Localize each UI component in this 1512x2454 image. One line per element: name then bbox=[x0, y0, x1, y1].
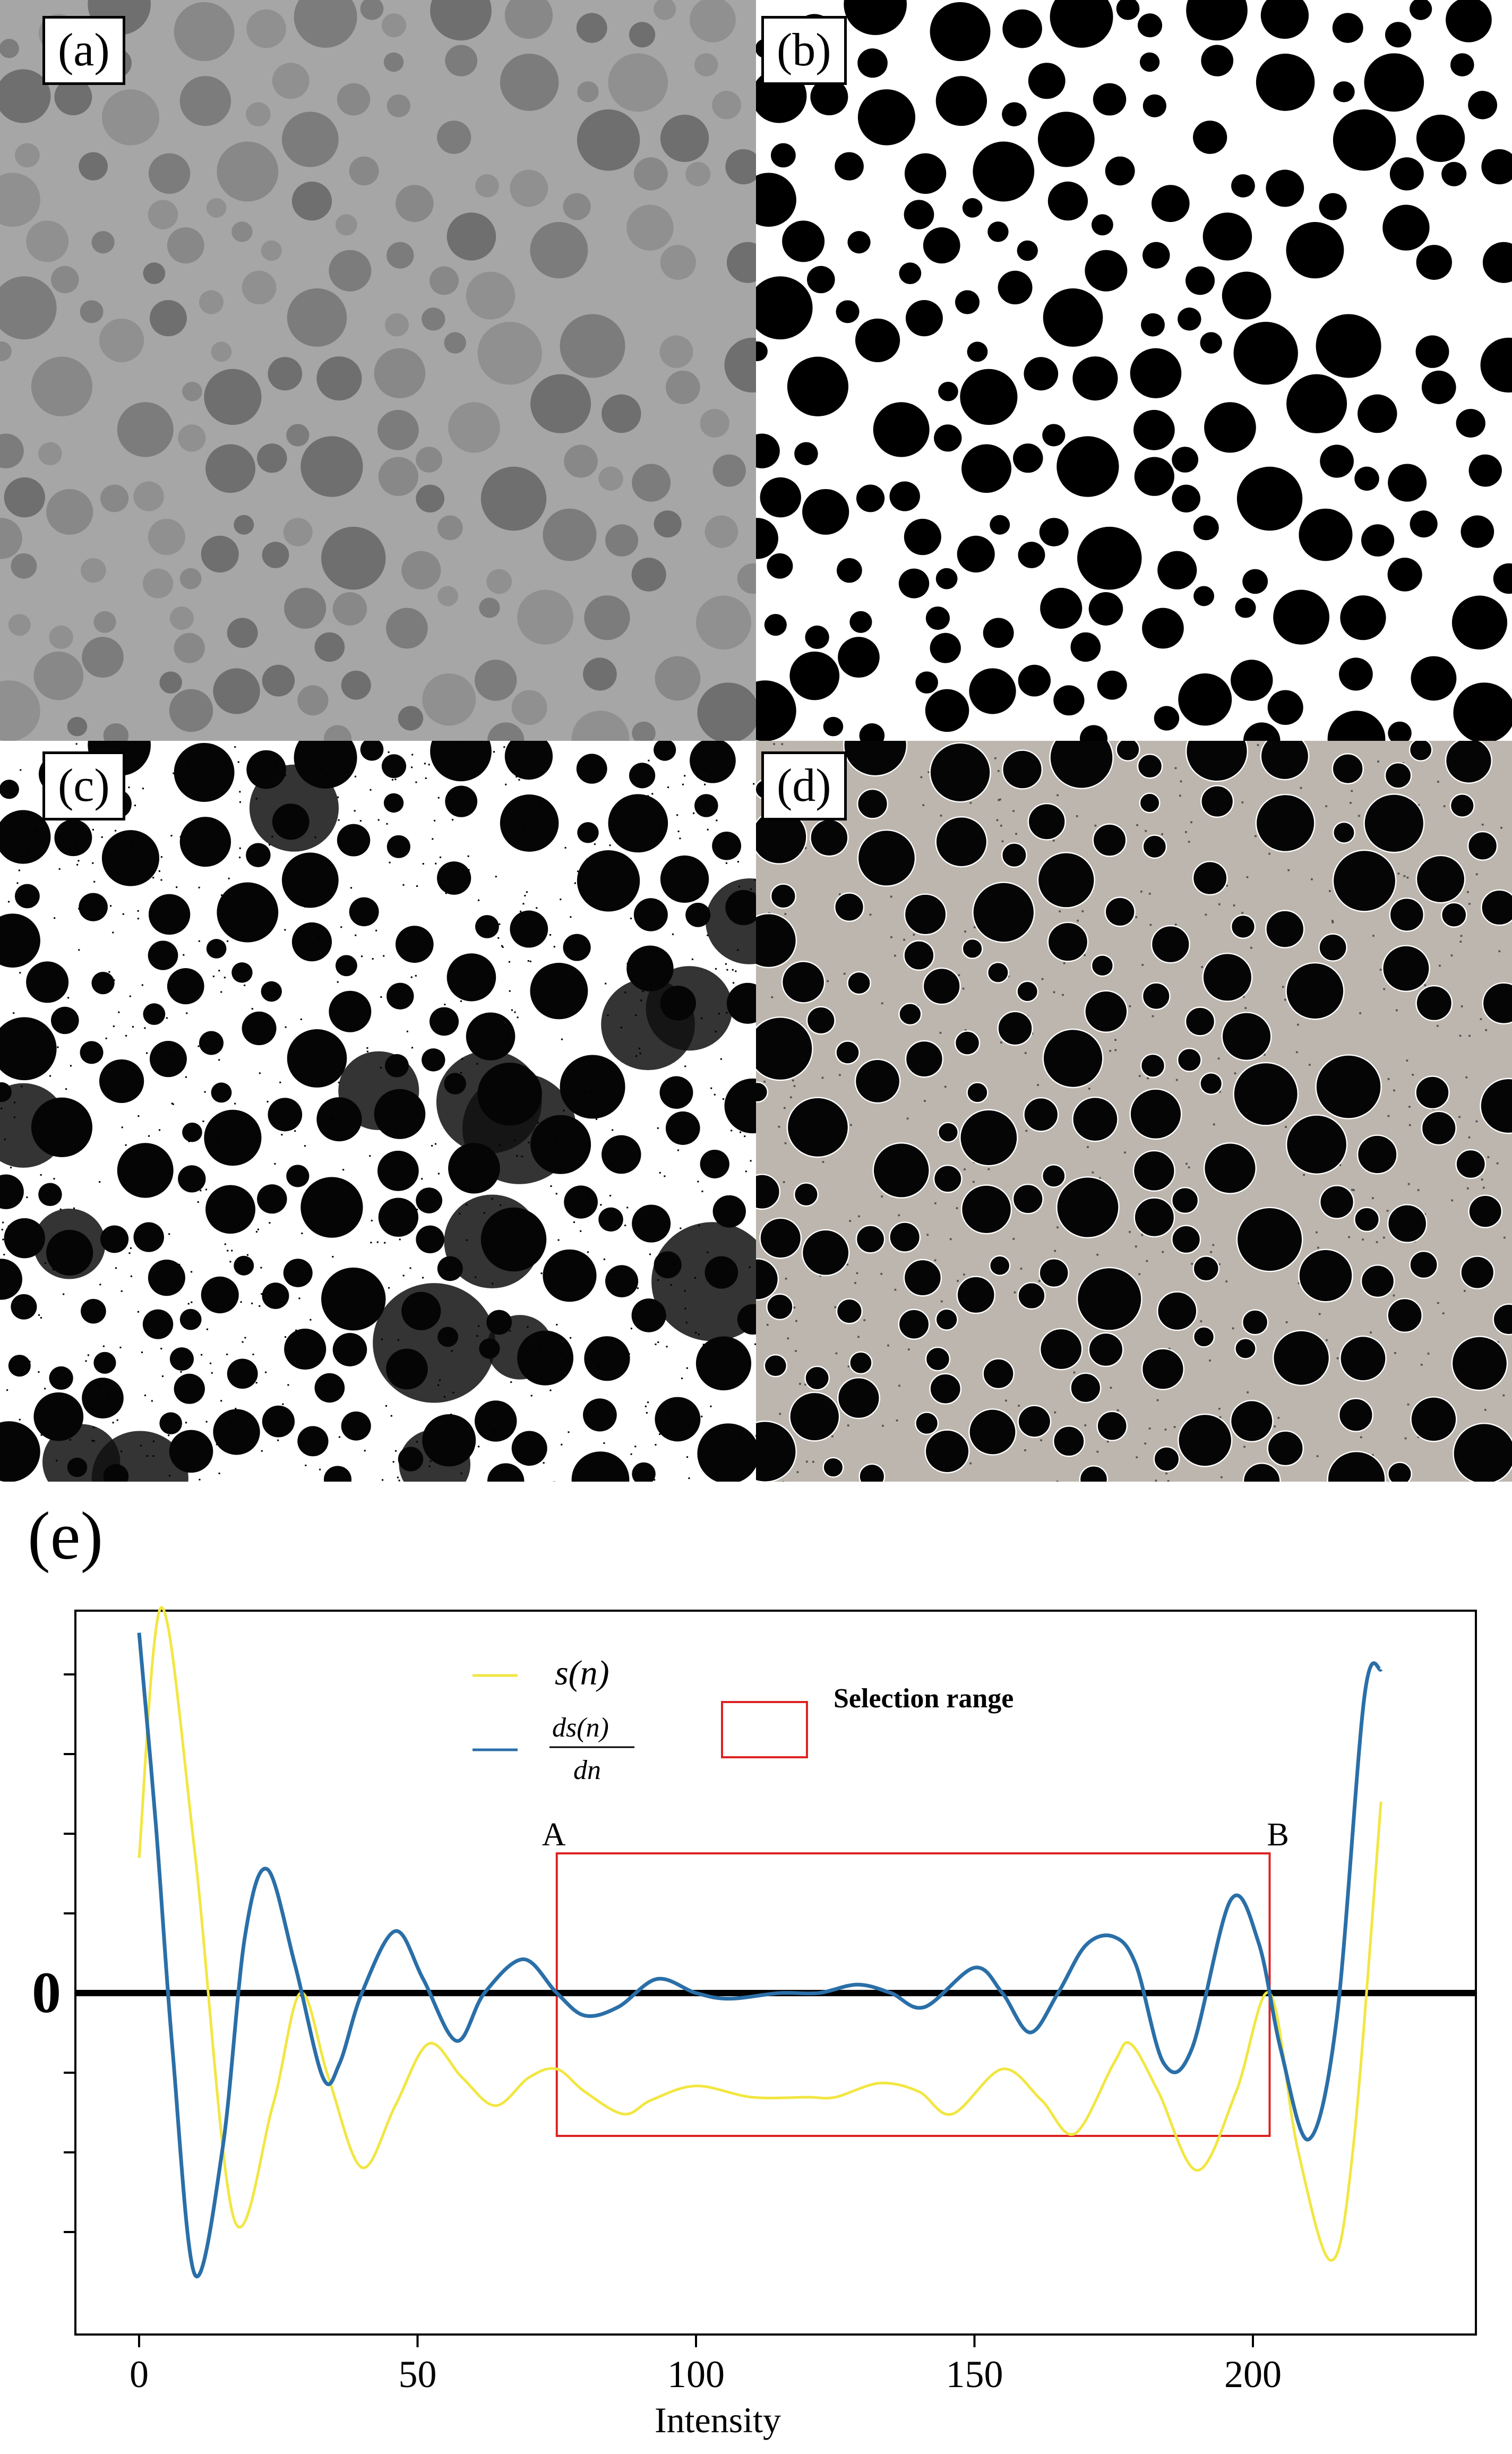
x-tick-label: 0 bbox=[130, 2353, 149, 2396]
series-line-ds bbox=[137, 1632, 1383, 2278]
panel-image bbox=[0, 0, 756, 741]
x-tick-label: 150 bbox=[946, 2353, 1003, 2396]
panel-label: (d) bbox=[761, 751, 847, 820]
bottom-axis-ticks: 0 50 100 150 200 bbox=[130, 2335, 1282, 2396]
x-tick-label: 100 bbox=[667, 2353, 725, 2396]
image-panels-grid: (a) (b) (c) (d) bbox=[0, 0, 1512, 1482]
legend-box-label: Selection range bbox=[834, 1683, 1013, 1714]
image-panel-c: (c) bbox=[0, 741, 756, 1482]
left-axis-ticks bbox=[64, 1673, 75, 2233]
legend: s(n) ds(n) dn Selection range bbox=[472, 1654, 1013, 1785]
plot-frame bbox=[74, 1610, 1477, 2336]
legend-label-ds-num: ds(n) bbox=[552, 1713, 609, 1743]
legend-label-s: s(n) bbox=[555, 1654, 609, 1692]
panel-label: (b) bbox=[761, 16, 847, 85]
selection-end-label: B bbox=[1267, 1817, 1288, 1853]
image-panel-b: (b) bbox=[756, 0, 1512, 741]
image-panel-d: (d) bbox=[756, 741, 1512, 1482]
legend-box-swatch bbox=[721, 1701, 808, 1758]
series-layer bbox=[137, 1606, 1383, 2278]
x-axis-label: Intensity bbox=[655, 2400, 781, 2440]
series-line-s bbox=[138, 1606, 1382, 2262]
x-tick-label: 200 bbox=[1224, 2353, 1282, 2396]
legend-label-ds-den: dn bbox=[573, 1755, 601, 1785]
figure-label-e: (e) bbox=[28, 1498, 103, 1574]
panel-label: (c) bbox=[42, 751, 125, 820]
panel-image bbox=[0, 741, 756, 1482]
x-tick-label: 50 bbox=[399, 2353, 437, 2396]
panel-label: (a) bbox=[42, 16, 125, 85]
panel-image bbox=[756, 0, 1512, 741]
panel-image bbox=[756, 741, 1512, 1482]
selection-start-label: A bbox=[542, 1817, 566, 1853]
image-panel-a: (a) bbox=[0, 0, 756, 741]
zero-label: 0 bbox=[32, 1960, 61, 2025]
